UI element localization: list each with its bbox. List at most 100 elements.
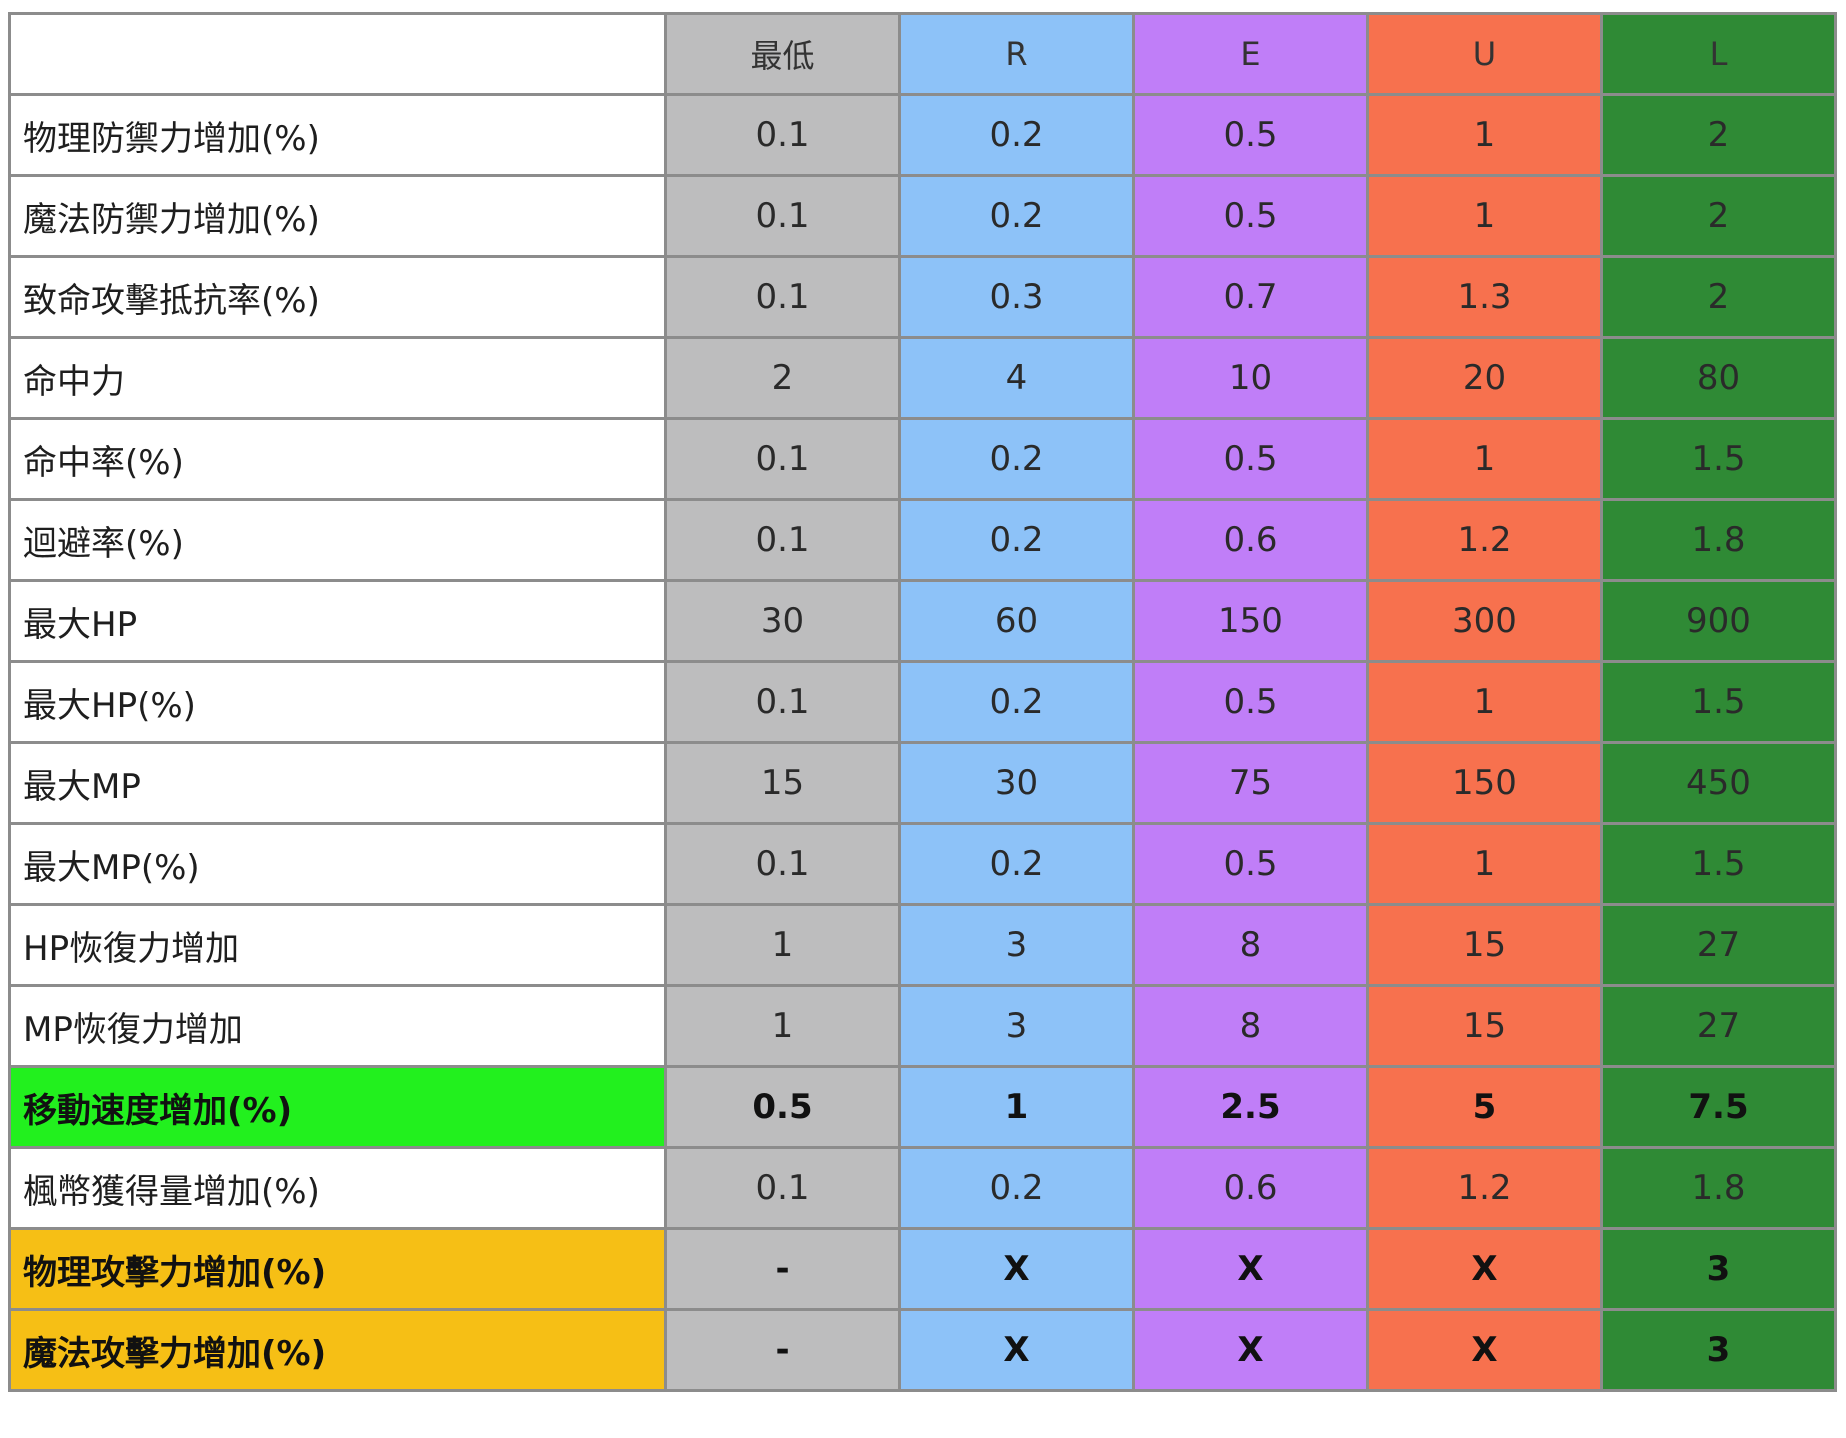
table-row-highlighted: 移動速度增加(%) 0.5 1 2.5 5 7.5 — [8, 1065, 1837, 1149]
cell-e: 150 — [1132, 579, 1369, 663]
row-label: HP恢復力增加 — [8, 903, 667, 987]
table-row: 命中率(%) 0.1 0.2 0.5 1 1.5 — [8, 417, 1837, 501]
row-label: 最大HP(%) — [8, 660, 667, 744]
cell-min: 0.1 — [664, 660, 901, 744]
cell-r: 4 — [898, 336, 1135, 420]
cell-r: 0.2 — [898, 417, 1135, 501]
cell-u: 20 — [1366, 336, 1603, 420]
cell-r: 0.2 — [898, 498, 1135, 582]
cell-e: 2.5 — [1132, 1065, 1369, 1149]
cell-min: 0.1 — [664, 255, 901, 339]
header-row: 最低 R E U L — [8, 12, 1837, 96]
row-label: 致命攻擊抵抗率(%) — [8, 255, 667, 339]
cell-u: 150 — [1366, 741, 1603, 825]
cell-min: 0.5 — [664, 1065, 901, 1149]
cell-e: 0.5 — [1132, 417, 1369, 501]
cell-e: 0.5 — [1132, 660, 1369, 744]
cell-e: 0.6 — [1132, 498, 1369, 582]
cell-u: 1 — [1366, 174, 1603, 258]
cell-min: 0.1 — [664, 498, 901, 582]
cell-l: 1.8 — [1600, 1146, 1837, 1230]
cell-e: X — [1132, 1308, 1369, 1392]
cell-min: 0.1 — [664, 417, 901, 501]
table-row: 迴避率(%) 0.1 0.2 0.6 1.2 1.8 — [8, 498, 1837, 582]
cell-u: X — [1366, 1227, 1603, 1311]
cell-l: 27 — [1600, 903, 1837, 987]
row-label: 最大MP(%) — [8, 822, 667, 906]
cell-l: 7.5 — [1600, 1065, 1837, 1149]
cell-r: 0.2 — [898, 93, 1135, 177]
cell-r: 60 — [898, 579, 1135, 663]
row-label: 最大HP — [8, 579, 667, 663]
column-header-u: U — [1366, 12, 1603, 96]
cell-e: 0.5 — [1132, 822, 1369, 906]
cell-r: 3 — [898, 984, 1135, 1068]
cell-r: 0.3 — [898, 255, 1135, 339]
cell-min: - — [664, 1227, 901, 1311]
cell-l: 2 — [1600, 174, 1837, 258]
table-row-highlighted: 魔法攻擊力增加(%) - X X X 3 — [8, 1308, 1837, 1392]
cell-l: 1.8 — [1600, 498, 1837, 582]
table-row: 最大MP(%) 0.1 0.2 0.5 1 1.5 — [8, 822, 1837, 906]
table-row: 物理防禦力增加(%) 0.1 0.2 0.5 1 2 — [8, 93, 1837, 177]
cell-u: 1 — [1366, 660, 1603, 744]
cell-u: 1 — [1366, 417, 1603, 501]
cell-u: 1.3 — [1366, 255, 1603, 339]
cell-min: 0.1 — [664, 822, 901, 906]
cell-e: 8 — [1132, 984, 1369, 1068]
row-label: 最大MP — [8, 741, 667, 825]
cell-u: 15 — [1366, 903, 1603, 987]
potential-stats-table: 最低 R E U L 物理防禦力增加(%) 0.1 0.2 0.5 1 2 魔法… — [8, 12, 1837, 1392]
table-row: 魔法防禦力增加(%) 0.1 0.2 0.5 1 2 — [8, 174, 1837, 258]
row-label: 迴避率(%) — [8, 498, 667, 582]
cell-l: 3 — [1600, 1308, 1837, 1392]
table-row: HP恢復力增加 1 3 8 15 27 — [8, 903, 1837, 987]
cell-r: X — [898, 1308, 1135, 1392]
table-row: 最大MP 15 30 75 150 450 — [8, 741, 1837, 825]
table-row: 命中力 2 4 10 20 80 — [8, 336, 1837, 420]
cell-r: 30 — [898, 741, 1135, 825]
table-row: MP恢復力增加 1 3 8 15 27 — [8, 984, 1837, 1068]
row-label: 魔法攻擊力增加(%) — [8, 1308, 667, 1392]
cell-e: 0.7 — [1132, 255, 1369, 339]
cell-l: 2 — [1600, 255, 1837, 339]
cell-e: X — [1132, 1227, 1369, 1311]
row-label: 移動速度增加(%) — [8, 1065, 667, 1149]
cell-e: 75 — [1132, 741, 1369, 825]
cell-e: 0.6 — [1132, 1146, 1369, 1230]
column-header-l: L — [1600, 12, 1837, 96]
table-row: 最大HP 30 60 150 300 900 — [8, 579, 1837, 663]
column-header-min: 最低 — [664, 12, 901, 96]
cell-l: 900 — [1600, 579, 1837, 663]
cell-l: 2 — [1600, 93, 1837, 177]
row-label: 物理攻擊力增加(%) — [8, 1227, 667, 1311]
header-corner-cell — [8, 12, 667, 96]
cell-u: 15 — [1366, 984, 1603, 1068]
cell-l: 80 — [1600, 336, 1837, 420]
cell-r: 3 — [898, 903, 1135, 987]
cell-e: 0.5 — [1132, 174, 1369, 258]
cell-u: 1.2 — [1366, 498, 1603, 582]
cell-min: 15 — [664, 741, 901, 825]
cell-l: 1.5 — [1600, 417, 1837, 501]
column-header-r: R — [898, 12, 1135, 96]
table-row-highlighted: 物理攻擊力增加(%) - X X X 3 — [8, 1227, 1837, 1311]
cell-min: 0.1 — [664, 93, 901, 177]
cell-e: 8 — [1132, 903, 1369, 987]
cell-e: 10 — [1132, 336, 1369, 420]
cell-r: 0.2 — [898, 822, 1135, 906]
cell-r: 1 — [898, 1065, 1135, 1149]
cell-u: 1 — [1366, 93, 1603, 177]
cell-l: 1.5 — [1600, 822, 1837, 906]
cell-u: 1.2 — [1366, 1146, 1603, 1230]
row-label: 魔法防禦力增加(%) — [8, 174, 667, 258]
cell-min: 0.1 — [664, 174, 901, 258]
cell-r: 0.2 — [898, 1146, 1135, 1230]
cell-u: X — [1366, 1308, 1603, 1392]
table-row: 致命攻擊抵抗率(%) 0.1 0.3 0.7 1.3 2 — [8, 255, 1837, 339]
cell-min: 2 — [664, 336, 901, 420]
cell-e: 0.5 — [1132, 93, 1369, 177]
cell-r: 0.2 — [898, 174, 1135, 258]
row-label: 命中力 — [8, 336, 667, 420]
row-label: 楓幣獲得量增加(%) — [8, 1146, 667, 1230]
